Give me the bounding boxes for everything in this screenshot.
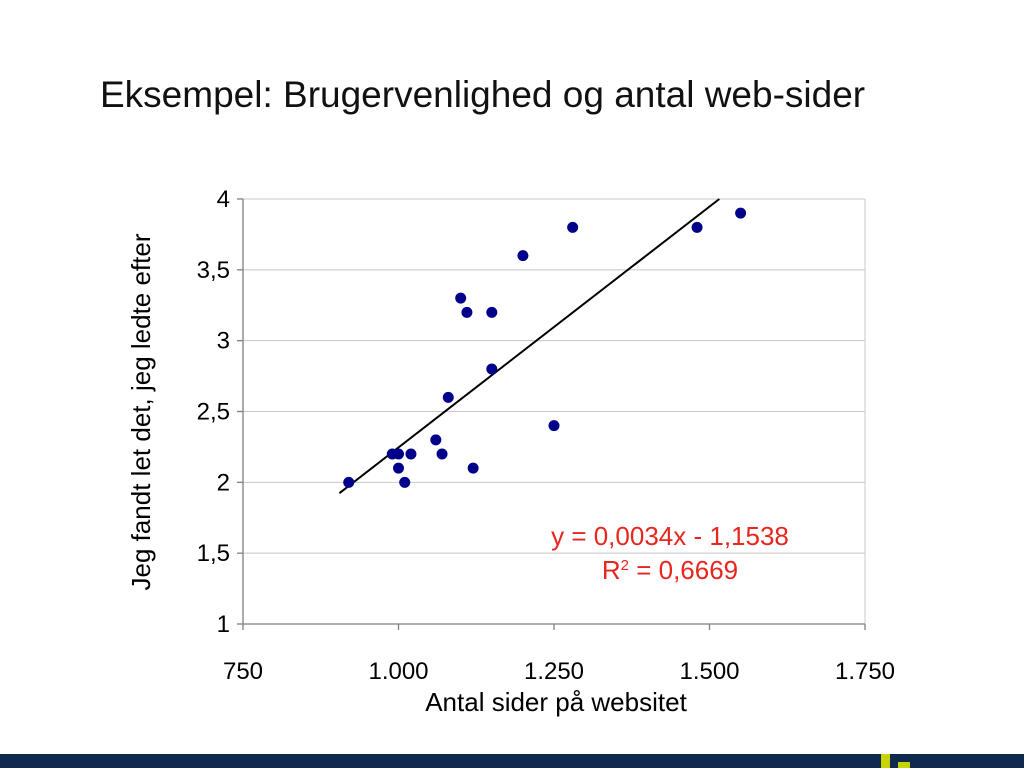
r2-exponent: 2 xyxy=(620,557,629,574)
y-tick-label: 2 xyxy=(217,469,230,496)
footer-bar xyxy=(0,754,1024,768)
x-tick-label: 1.250 xyxy=(524,658,584,685)
data-point xyxy=(436,448,448,460)
y-tick-label: 4 xyxy=(217,186,230,213)
data-point xyxy=(567,221,579,233)
x-tick-label: 750 xyxy=(223,658,263,685)
r2-value: = 0,6669 xyxy=(628,555,739,585)
data-point xyxy=(393,462,404,474)
data-point xyxy=(442,391,454,403)
x-tick-label: 1.000 xyxy=(368,658,428,685)
data-point xyxy=(399,476,411,488)
footer-accent-square xyxy=(881,754,890,768)
data-point xyxy=(393,448,404,460)
data-point xyxy=(735,207,747,219)
y-tick-label: 3 xyxy=(217,328,230,355)
footer-accent-square-small xyxy=(898,762,910,768)
equation-text: y = 0,0034x - 1,1538 xyxy=(551,521,789,551)
y-axis-label: Jeg fandt let det, jeg ledte efter xyxy=(126,233,156,590)
trendline xyxy=(338,198,720,495)
data-points xyxy=(343,207,747,488)
y-tick-label: 2,5 xyxy=(197,399,230,426)
data-point xyxy=(405,448,417,460)
data-point xyxy=(691,221,703,233)
trendline-equation: y = 0,0034x - 1,1538 R2 = 0,6669 xyxy=(520,519,820,587)
r2-prefix: R xyxy=(601,555,621,585)
data-point xyxy=(455,292,467,304)
x-tick-label: 1.750 xyxy=(835,658,895,685)
tick-labels: 1 1,5 2 2,5 3 3,5 4 750 1.000 1.250 1.500 1.750 xyxy=(197,186,895,685)
data-point xyxy=(343,476,355,488)
y-tick-label: 1,5 xyxy=(197,540,230,567)
data-point xyxy=(548,420,560,432)
slide-title: Eksempel: Brugervenlighed og antal web-s… xyxy=(100,74,866,115)
y-tick-label: 3,5 xyxy=(197,257,230,284)
axes xyxy=(237,198,866,630)
data-point xyxy=(430,434,442,446)
data-point xyxy=(461,306,473,318)
r-squared-text: R2 = 0,6669 xyxy=(520,553,820,587)
data-point xyxy=(467,462,479,474)
x-tick-label: 1.500 xyxy=(679,658,739,685)
data-point xyxy=(486,306,498,318)
data-point xyxy=(517,250,529,262)
y-tick-label: 1 xyxy=(217,611,230,638)
data-point xyxy=(486,363,498,375)
trendline-group xyxy=(338,198,720,495)
x-axis-label: Antal sider på websitet xyxy=(425,687,687,717)
